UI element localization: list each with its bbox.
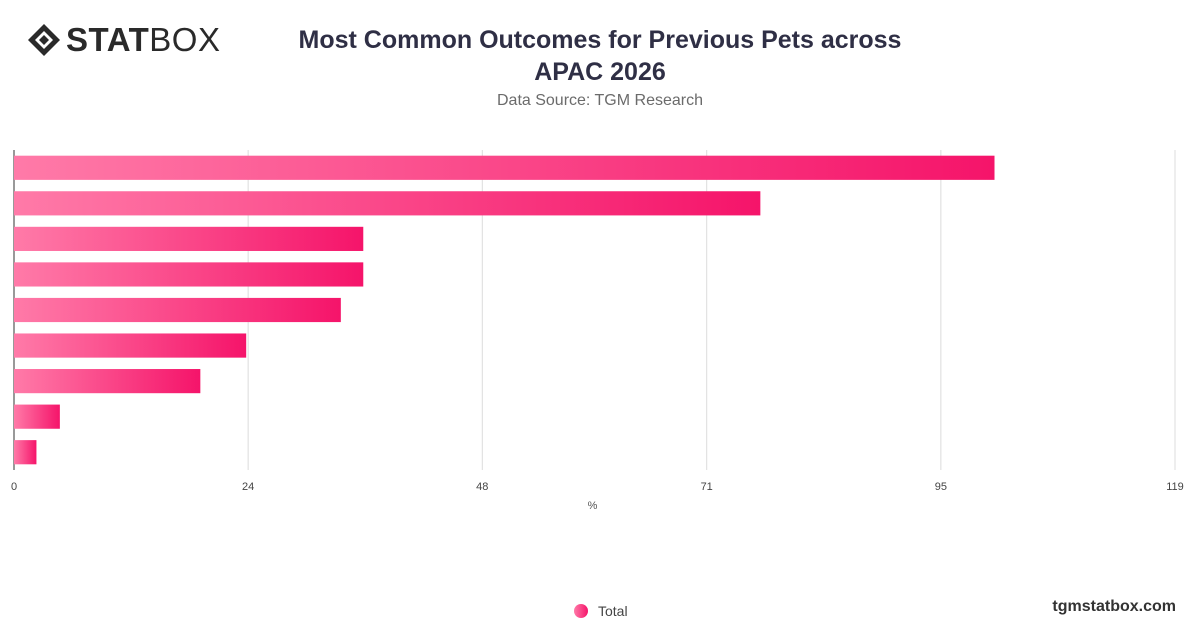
legend[interactable]: Total xyxy=(574,603,628,619)
legend-label: Total xyxy=(598,603,628,619)
bar[interactable] xyxy=(14,226,364,251)
chart-title: Most Common Outcomes for Previous Pets a… xyxy=(280,24,920,88)
x-tick-label: 0 xyxy=(11,481,17,493)
bar[interactable] xyxy=(14,369,201,394)
logo-wordmark: STATBOX xyxy=(66,21,221,58)
x-tick-label: 119 xyxy=(1166,481,1184,493)
chart-title-line2: APAC 2026 xyxy=(534,58,666,86)
bar[interactable] xyxy=(14,262,364,287)
chart-title-line1: Most Common Outcomes for Previous Pets a… xyxy=(298,26,902,54)
bar[interactable] xyxy=(14,404,60,429)
footer-site: tgmstatbox.com xyxy=(1052,598,1176,615)
bar[interactable] xyxy=(14,333,247,358)
legend-marker xyxy=(574,604,588,618)
bar[interactable] xyxy=(14,155,995,180)
x-axis-label: % xyxy=(588,500,598,512)
x-tick-label: 48 xyxy=(476,481,488,493)
chart-subtitle: Data Source: TGM Research xyxy=(496,92,703,109)
x-tick-label: 24 xyxy=(242,481,254,493)
diamond-logo-icon xyxy=(28,24,60,56)
x-tick-label: 95 xyxy=(935,481,947,493)
bar[interactable] xyxy=(14,297,341,323)
x-tick-label: 71 xyxy=(701,481,713,493)
bar[interactable] xyxy=(14,440,37,465)
statbox-logo: STATBOX xyxy=(26,22,220,58)
bar[interactable] xyxy=(14,191,761,216)
